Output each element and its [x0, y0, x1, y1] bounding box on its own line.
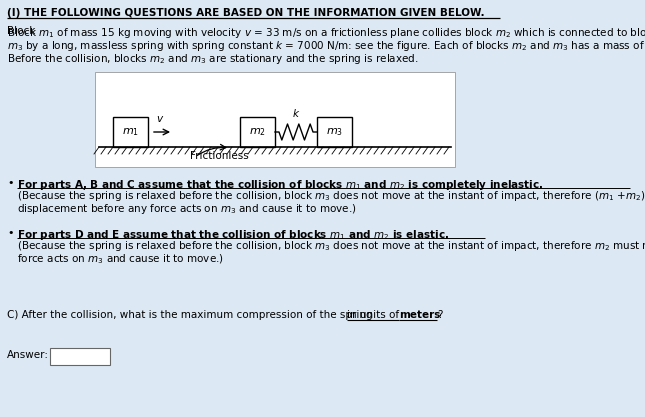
Text: (Because the spring is relaxed before the collision, block $m_3$ does not move a: (Because the spring is relaxed before th… — [17, 239, 645, 253]
Text: $k$: $k$ — [292, 107, 300, 119]
FancyBboxPatch shape — [113, 117, 148, 147]
Text: •: • — [7, 178, 14, 188]
Text: Answer:: Answer: — [7, 350, 49, 360]
Text: Block: Block — [7, 26, 39, 36]
Text: •: • — [7, 228, 14, 238]
Text: force acts on $m_3$ and cause it to move.): force acts on $m_3$ and cause it to move… — [17, 252, 224, 266]
Text: $m_1$: $m_1$ — [122, 126, 139, 138]
Text: For parts A, B and C assume that the collision of blocks $m_1$ and $m_2$ is comp: For parts A, B and C assume that the col… — [17, 178, 544, 192]
Text: $v$: $v$ — [156, 114, 164, 124]
Text: $m_3$: $m_3$ — [326, 126, 343, 138]
Text: in units of: in units of — [347, 310, 402, 320]
FancyBboxPatch shape — [317, 117, 352, 147]
Text: Frictionless: Frictionless — [190, 151, 249, 161]
Text: displacement before any force acts on $m_3$ and cause it to move.): displacement before any force acts on $m… — [17, 202, 357, 216]
Text: Block $m_1$ of mass 15 kg moving with velocity $v$ = 33 m/s on a frictionless pl: Block $m_1$ of mass 15 kg moving with ve… — [7, 26, 645, 40]
Text: (Because the spring is relaxed before the collision, block $m_3$ does not move a: (Because the spring is relaxed before th… — [17, 189, 645, 203]
Text: (I) THE FOLLOWING QUESTIONS ARE BASED ON THE INFORMATION GIVEN BELOW.: (I) THE FOLLOWING QUESTIONS ARE BASED ON… — [7, 8, 484, 18]
Text: C) After the collision, what is the maximum compression of the spring: C) After the collision, what is the maxi… — [7, 310, 376, 320]
Text: Before the collision, blocks $m_2$ and $m_3$ are stationary and the spring is re: Before the collision, blocks $m_2$ and $… — [7, 52, 419, 66]
Text: For parts D and E assume that the collision of blocks $m_1$ and $m_2$ is elastic: For parts D and E assume that the collis… — [17, 228, 449, 242]
Text: $m_3$ by a long, massless spring with spring constant $k$ = 7000 N/m: see the fi: $m_3$ by a long, massless spring with sp… — [7, 39, 645, 53]
FancyBboxPatch shape — [50, 348, 110, 365]
FancyBboxPatch shape — [240, 117, 275, 147]
Text: $m_2$: $m_2$ — [249, 126, 266, 138]
Text: meters: meters — [399, 310, 441, 320]
Text: ?: ? — [437, 310, 442, 320]
FancyBboxPatch shape — [95, 72, 455, 167]
